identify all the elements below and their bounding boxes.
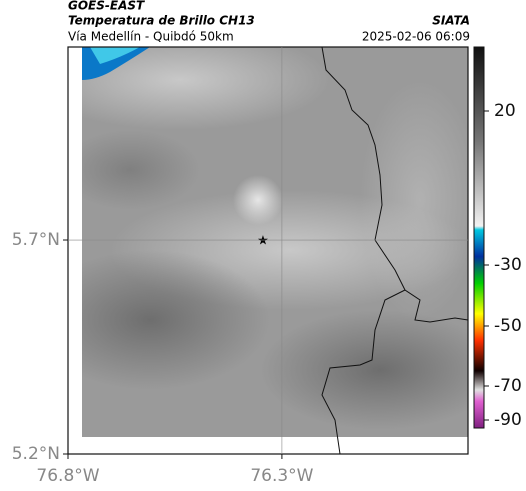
colorbar-tick-label: -30 — [494, 255, 522, 275]
y-tick-label: 5.2°N — [12, 444, 60, 464]
map-frame — [67, 46, 469, 455]
x-tick-label: 76.3°W — [250, 466, 313, 486]
title: Temperatura de Brillo CH13 — [68, 14, 255, 28]
x-tick-label: 76.8°W — [36, 466, 99, 486]
subtitle: Vía Medellín - Quibdó 50km — [68, 30, 234, 44]
border-line — [321, 46, 469, 323]
colorbar-tick-label: -70 — [494, 376, 522, 396]
border-line — [321, 289, 406, 455]
source: GOES-EAST — [68, 0, 145, 13]
colorbar-tick-label: -90 — [494, 410, 522, 430]
agency: SIATA — [432, 14, 470, 28]
colorbar-tick-label: -50 — [494, 316, 522, 336]
datetime: 2025-02-06 06:09 — [362, 30, 470, 44]
colorbar — [473, 46, 485, 429]
colorbar-tick-label: 20 — [494, 101, 516, 121]
y-tick-label: 5.7°N — [12, 230, 60, 250]
location-marker: ★ — [257, 234, 269, 249]
